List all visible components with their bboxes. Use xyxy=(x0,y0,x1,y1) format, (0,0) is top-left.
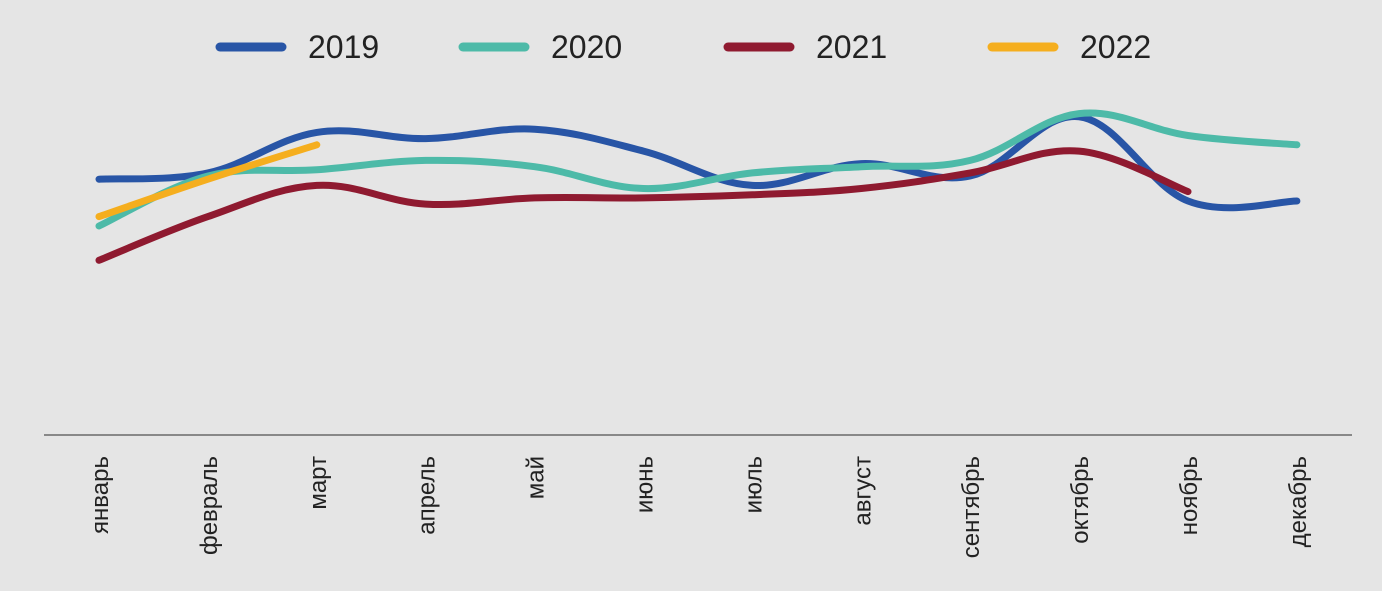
x-tick-label: июль xyxy=(740,456,767,513)
legend-label-2022: 2022 xyxy=(1080,29,1151,65)
x-tick-labels: январь февраль март апрель май июнь июль август… xyxy=(87,456,1312,558)
x-tick-label: сентябрь xyxy=(958,456,985,558)
legend-label-2021: 2021 xyxy=(816,29,887,65)
x-tick-label: январь xyxy=(87,456,114,534)
x-tick-label: ноябрь xyxy=(1176,456,1203,535)
x-tick-label: май xyxy=(523,456,550,499)
x-tick-label: август xyxy=(849,456,876,526)
x-tick-label: март xyxy=(305,456,332,510)
series-line-2021 xyxy=(95,147,1192,264)
series-line-2020 xyxy=(95,109,1301,230)
series-line-2022 xyxy=(95,141,321,221)
legend: 2019 2020 2021 2022 xyxy=(215,29,1151,65)
x-tick-label: апрель xyxy=(414,456,441,535)
legend-label-2020: 2020 xyxy=(551,29,622,65)
x-tick-label: февраль xyxy=(196,456,223,555)
x-tick-label: июнь xyxy=(632,456,659,513)
series-layer xyxy=(95,109,1301,264)
legend-label-2019: 2019 xyxy=(308,29,379,65)
x-tick-label: декабрь xyxy=(1285,456,1312,547)
x-tick-label: октябрь xyxy=(1067,456,1094,544)
